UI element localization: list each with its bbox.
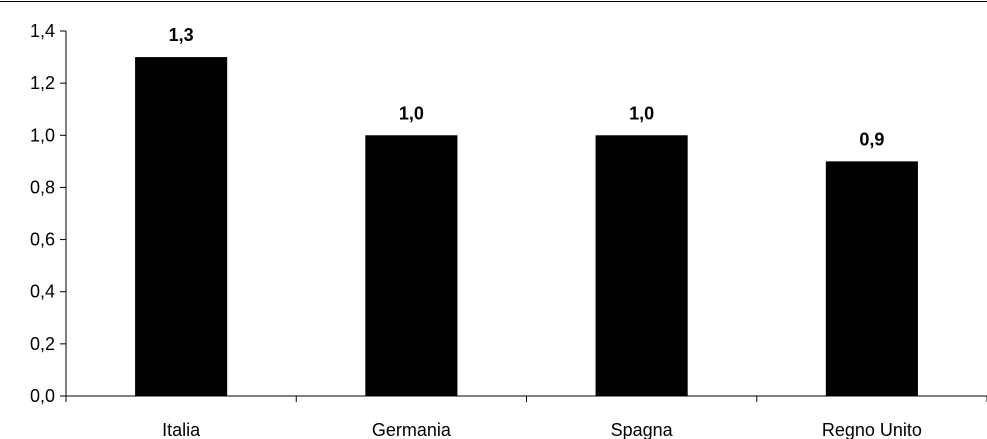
data-label: 0,9 (859, 129, 884, 149)
y-axis: 0,0 0,2 0,4 0,6 0,8 1,0 1,2 1,4 (30, 21, 67, 406)
bar-germania (365, 135, 458, 397)
y-tick-label: 1,0 (30, 125, 55, 145)
bar-series (135, 57, 918, 397)
x-axis: Italia Germania Spagna Regno Unito (65, 395, 987, 439)
x-tick-label: Italia (162, 420, 201, 439)
y-tick-label: 0,4 (30, 282, 55, 302)
x-tick-label: Regno Unito (822, 420, 922, 439)
data-label: 1,3 (169, 25, 194, 45)
data-labels: 1,3 1,0 1,0 0,9 (169, 25, 885, 149)
y-tick-label: 0,8 (30, 177, 55, 197)
x-tick-label: Germania (372, 420, 452, 439)
y-tick-label: 0,6 (30, 230, 55, 250)
bar-spagna (595, 135, 688, 397)
y-tick-label: 1,4 (30, 21, 55, 41)
bar-italia (135, 57, 228, 396)
data-label: 1,0 (629, 103, 654, 123)
y-tick-label: 0,2 (30, 334, 55, 354)
y-tick-label: 1,2 (30, 73, 55, 93)
y-tick-label: 0,0 (30, 386, 55, 406)
data-label: 1,0 (399, 103, 424, 123)
x-tick-label: Spagna (611, 420, 674, 439)
bar-regno-unito (825, 161, 918, 396)
